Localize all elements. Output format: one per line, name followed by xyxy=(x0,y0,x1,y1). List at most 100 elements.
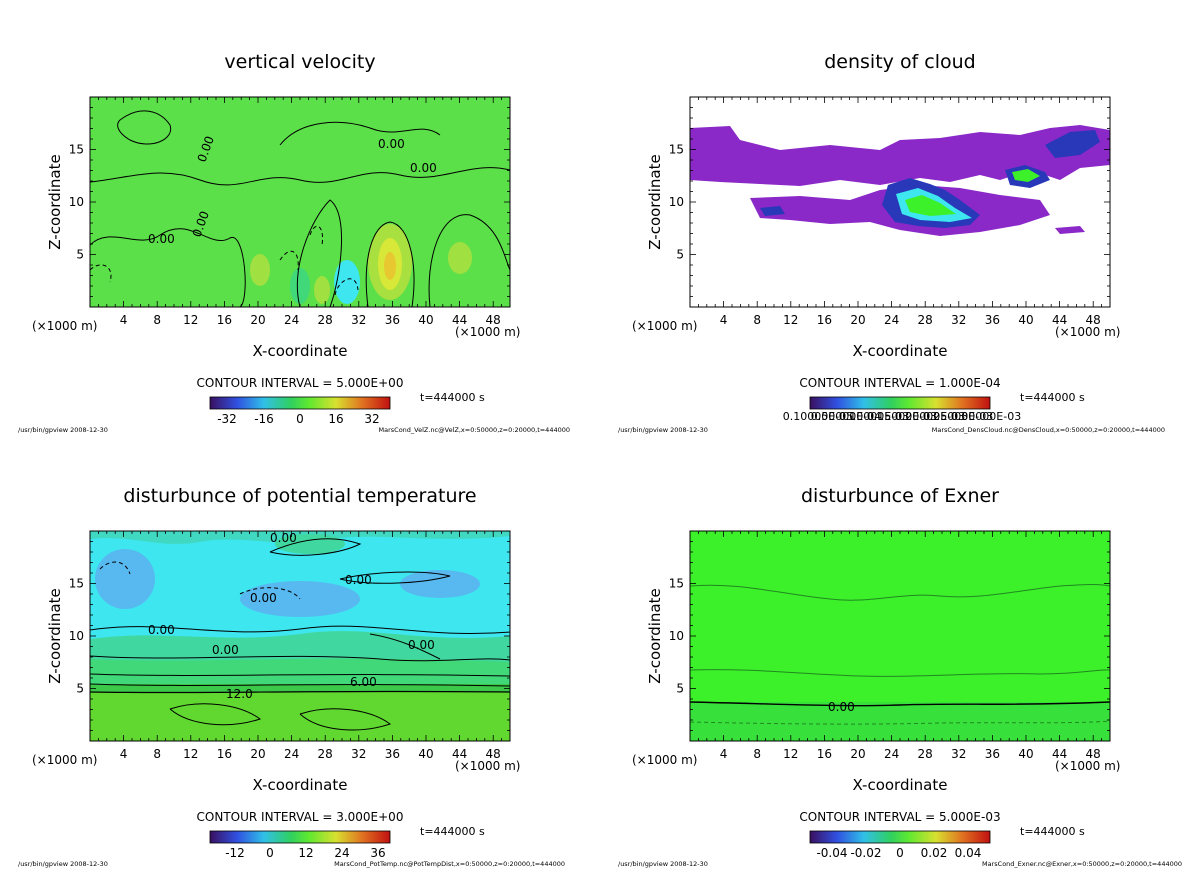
x-tick-label: 16 xyxy=(217,313,232,327)
colorbar-tick: -0.04 xyxy=(816,846,847,860)
contour-label: 0.00 xyxy=(408,638,435,652)
updraft-region-4 xyxy=(314,276,330,304)
heatmap-field: 0.00 0.00 0.00 0.00 0.00 0.00 6.00 12.0 xyxy=(90,531,510,741)
x-tick-label: 36 xyxy=(385,747,400,761)
contour-label: 0.00 xyxy=(345,573,372,587)
x-ticks: 4 8 12 16 20 24 28 32 36 40 44 48 xyxy=(98,531,503,761)
panel-density-of-cloud: density of cloud 4 8 12 16 20 24 28 32 36 40 44 48 … xyxy=(600,0,1200,434)
x-tick-label: 4 xyxy=(120,313,128,327)
x-tick-label: 28 xyxy=(918,747,933,761)
cloud-dense-region-4 xyxy=(760,206,785,216)
contour-line xyxy=(690,584,1110,601)
cloud-core xyxy=(905,195,956,216)
x-axis-label: X-coordinate xyxy=(853,776,948,794)
colorbar-tick: -32 xyxy=(217,412,237,426)
downdraft-region xyxy=(334,260,360,304)
x-tick-label: 8 xyxy=(153,313,161,327)
y-axis-label: Z-coordinate xyxy=(646,588,664,683)
contour-interval: CONTOUR INTERVAL = 3.000E+00 xyxy=(197,810,404,824)
contour-line-dashed xyxy=(334,278,359,296)
x-tick-label: 24 xyxy=(884,313,899,327)
y-tick-label: 15 xyxy=(69,577,84,591)
contour-line xyxy=(279,121,441,146)
colorbar-tick: 0.15000E-03 xyxy=(867,410,937,423)
contour-line xyxy=(269,538,362,556)
heatmap-field: 0.00 0.00 0.00 0.00 0.00 xyxy=(90,97,510,307)
colorbar-tick: 36 xyxy=(370,846,385,860)
contour-line xyxy=(90,228,246,307)
x-tick-label: 48 xyxy=(1086,747,1101,761)
colorbar-tick: 0 xyxy=(896,846,904,860)
contour-line xyxy=(299,708,392,731)
contour-line xyxy=(117,110,172,145)
x-tick-label: 36 xyxy=(985,747,1000,761)
colorbar-tick: 0.10000E-03 xyxy=(839,410,909,423)
colorbar xyxy=(809,830,991,844)
colorbar-tick: 0.02 xyxy=(921,846,948,860)
colorbar-tick: 0.10000E-05 xyxy=(783,410,853,423)
x-axis-label: X-coordinate xyxy=(253,776,348,794)
y-tick-label: 15 xyxy=(69,143,84,157)
contour-line-dashed xyxy=(99,561,131,575)
colorbar xyxy=(209,830,391,844)
y-tick-label: 10 xyxy=(669,195,684,209)
x-tick-label: 20 xyxy=(250,313,265,327)
y-tick-label: 5 xyxy=(76,248,84,262)
footer-right: MarsCond_Exner.nc@Exner,x=0:50000,z=0:20… xyxy=(982,860,1182,868)
footer-right: MarsCond_VelZ.nc@VelZ,x=0:50000,z=0:2000… xyxy=(379,426,570,434)
footer-left: /usr/bin/gpview 2008-12-30 xyxy=(618,426,708,434)
contour-line-zero xyxy=(690,701,1110,707)
panel-vertical-velocity: vertical velocity 0.00 0.00 0.00 0.00 0.… xyxy=(0,0,600,434)
contour-label: 0.00 xyxy=(148,623,175,637)
panel-exner: disturbunce of Exner 0.00 4 8 12 16 20 24 28 32… xyxy=(600,434,1200,868)
x-tick-label: 24 xyxy=(284,313,299,327)
contour-line xyxy=(339,571,451,584)
x-tick-label: 8 xyxy=(153,747,161,761)
x-tick-label: 44 xyxy=(1052,313,1067,327)
colorbar-tick: 0 xyxy=(266,846,274,860)
x-tick-label: 20 xyxy=(250,747,265,761)
contour-line xyxy=(90,683,510,687)
contour-label: 0.00 xyxy=(148,232,175,246)
contour-line-dashed xyxy=(239,587,301,600)
colorbar xyxy=(209,396,391,410)
plot-title: density of cloud xyxy=(824,51,976,73)
x-tick-label: 32 xyxy=(951,747,966,761)
y-tick-label: 10 xyxy=(669,629,684,643)
footer-left: /usr/bin/gpview 2008-12-30 xyxy=(18,860,108,868)
x-tick-label: 16 xyxy=(817,747,832,761)
contour-line xyxy=(169,703,262,726)
colorbar-tick: 32 xyxy=(364,412,379,426)
time-label: t=444000 s xyxy=(1020,391,1085,404)
x-unit-right: (×1000 m) xyxy=(455,759,520,773)
y-tick-label: 10 xyxy=(69,195,84,209)
y-axis-label: Z-coordinate xyxy=(46,154,64,249)
chart-vertical-velocity: vertical velocity 0.00 0.00 0.00 0.00 0.… xyxy=(18,51,570,434)
x-unit-left: (×1000 m) xyxy=(32,319,97,333)
cloud-core-2 xyxy=(1012,169,1040,182)
x-unit-right: (×1000 m) xyxy=(1055,759,1120,773)
downdraft-region-2 xyxy=(290,268,310,304)
contour-line xyxy=(90,625,510,634)
x-tick-label: 32 xyxy=(351,747,366,761)
y-tick-label: 15 xyxy=(669,143,684,157)
y-ticks: 5 10 15 xyxy=(669,107,1110,297)
x-tick-label: 12 xyxy=(783,747,798,761)
x-tick-label: 40 xyxy=(1018,747,1033,761)
x-unit-left: (×1000 m) xyxy=(632,753,697,767)
plot-title: disturbunce of Exner xyxy=(801,485,999,507)
contour-line-dashed xyxy=(279,250,299,271)
chart-exner: disturbunce of Exner 0.00 4 8 12 16 20 24 28 32… xyxy=(618,485,1182,868)
x-tick-label: 16 xyxy=(217,747,232,761)
x-tick-label: 20 xyxy=(850,747,865,761)
x-ticks: 4 8 12 16 20 24 28 32 36 40 44 48 xyxy=(698,97,1103,327)
x-unit-left: (×1000 m) xyxy=(632,319,697,333)
contour-label: 12.0 xyxy=(226,687,253,701)
contour-line xyxy=(296,199,342,307)
contour-interval: CONTOUR INTERVAL = 1.000E-04 xyxy=(799,376,1000,390)
x-tick-label: 44 xyxy=(1052,747,1067,761)
colorbar-tick: 0.25000E-03 xyxy=(923,410,993,423)
colorbar-tick: 12 xyxy=(298,846,313,860)
contour-label: 0.00 xyxy=(378,137,405,151)
contour-label: 0.00 xyxy=(828,700,855,714)
